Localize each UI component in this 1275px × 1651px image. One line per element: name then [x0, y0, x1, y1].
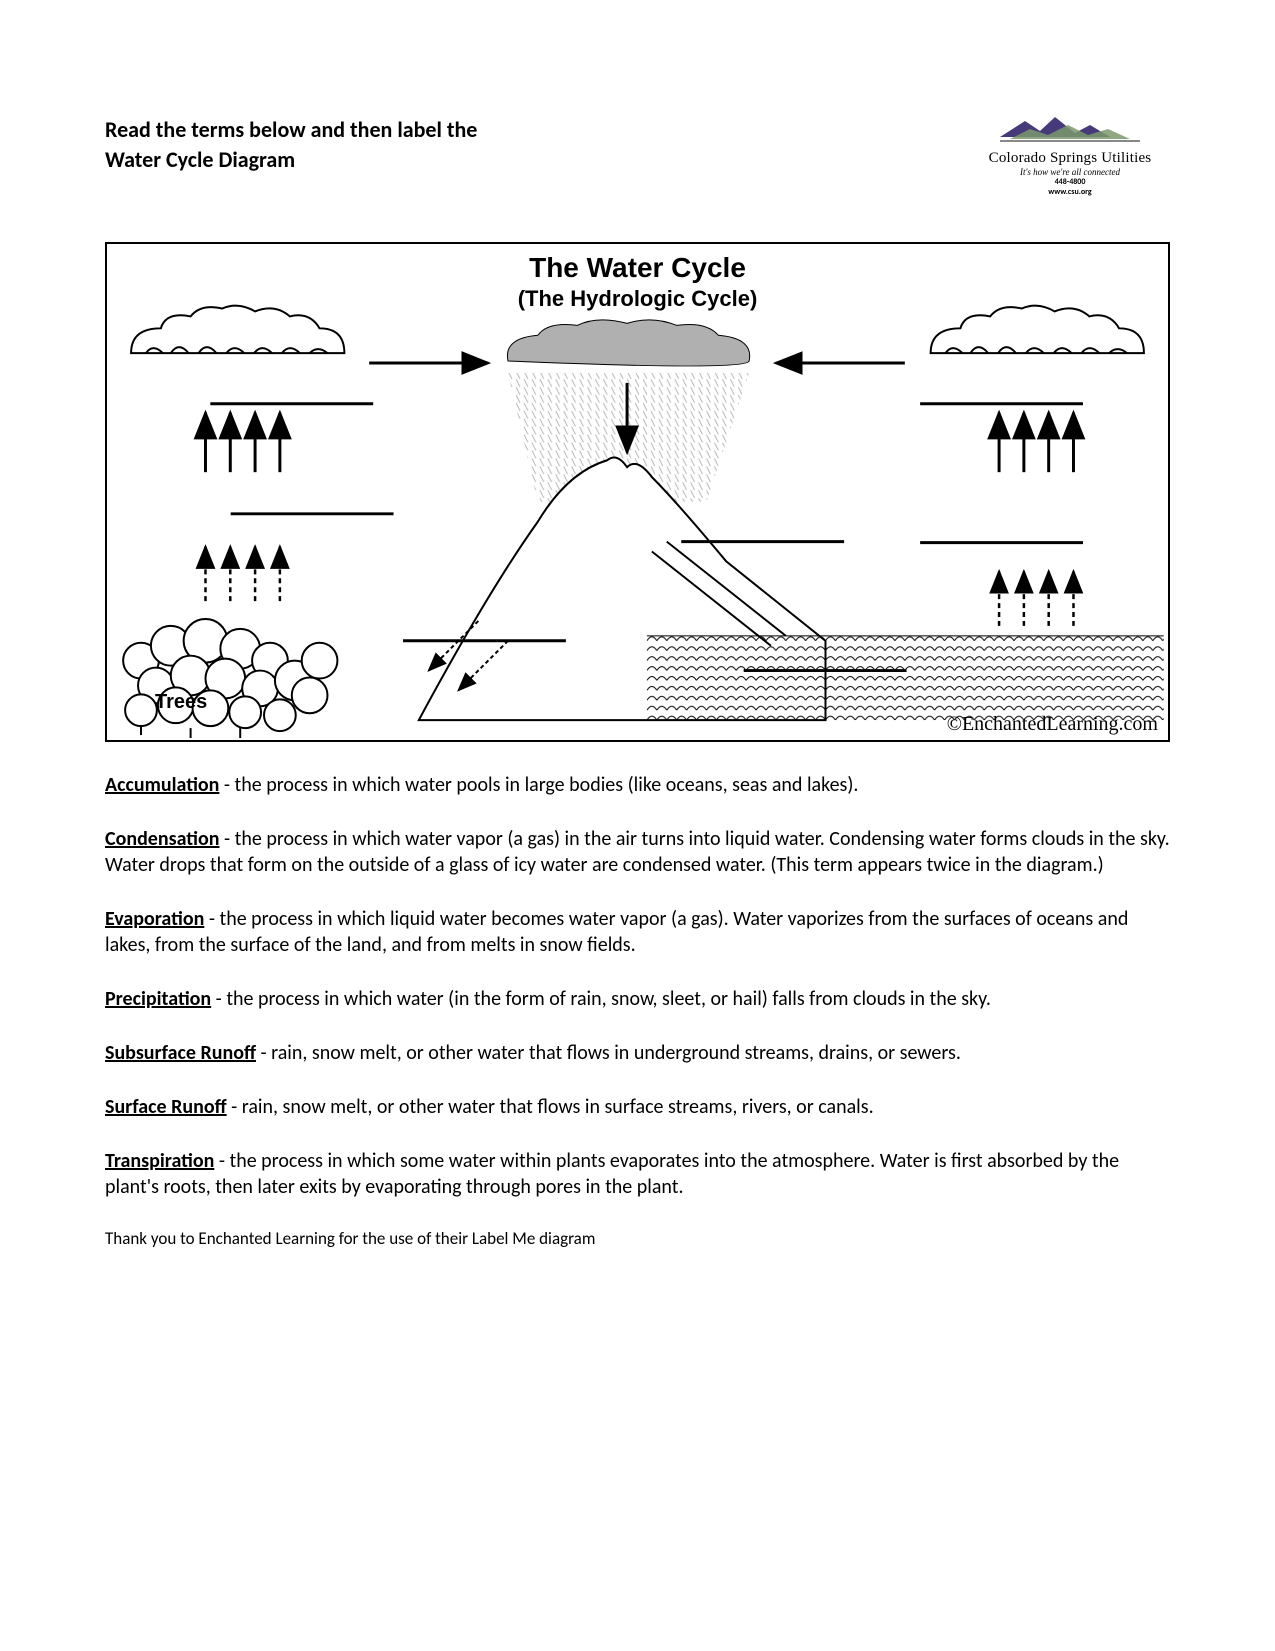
trees-icon [123, 619, 337, 738]
definition-text: - the process in which water pools in la… [219, 773, 858, 797]
definition-item: Surface Runoff - rain, snow melt, or oth… [105, 1094, 1170, 1120]
transpiration-arrows [205, 547, 279, 602]
instructions-line2: Water Cycle Diagram [105, 145, 477, 175]
water-cycle-diagram: The Water Cycle (The Hydrologic Cycle) [105, 242, 1170, 742]
evaporation-arrows-left [205, 413, 279, 473]
definition-item: Subsurface Runoff - rain, snow melt, or … [105, 1040, 1170, 1066]
definition-text: - rain, snow melt, or other water that f… [227, 1095, 874, 1119]
logo-company-name: Colorado Springs Utilities [970, 150, 1170, 167]
utility-logo: Colorado Springs Utilities It's how we'r… [970, 115, 1170, 197]
term: Subsurface Runoff [105, 1041, 256, 1065]
evaporation-arrows-right [999, 413, 1073, 473]
definition-item: Condensation - the process in which wate… [105, 826, 1170, 878]
diagram-svg [107, 244, 1168, 740]
logo-tagline: It's how we're all connected [970, 167, 1170, 177]
definition-text: - the process in which water vapor (a ga… [105, 827, 1170, 877]
ocean-evaporation-arrows [999, 571, 1073, 626]
definition-text: - rain, snow melt, or other water that f… [256, 1041, 961, 1065]
term: Accumulation [105, 773, 219, 797]
term: Condensation [105, 827, 219, 851]
definition-text: - the process in which water (in the for… [211, 987, 991, 1011]
rain-cloud-icon [507, 320, 749, 366]
logo-url: www.csu.org [970, 187, 1170, 197]
term: Precipitation [105, 987, 211, 1011]
diagram-credit: ©EnchantedLearning.com [947, 713, 1158, 736]
term: Surface Runoff [105, 1095, 227, 1119]
term: Transpiration [105, 1149, 214, 1173]
definition-text: - the process in which liquid water beco… [105, 907, 1128, 957]
logo-phone: 448-4800 [970, 177, 1170, 187]
definition-item: Precipitation - the process in which wat… [105, 986, 1170, 1012]
page-header: Read the terms below and then label the … [105, 115, 1170, 197]
trees-label: Trees [155, 691, 207, 714]
instructions: Read the terms below and then label the … [105, 115, 477, 174]
cloud-left-icon [131, 306, 344, 353]
term: Evaporation [105, 907, 204, 931]
ocean-icon [647, 636, 1164, 720]
instructions-line1: Read the terms below and then label the [105, 115, 477, 145]
definitions-list: Accumulation - the process in which wate… [105, 772, 1170, 1200]
definition-item: Evaporation - the process in which liqui… [105, 906, 1170, 958]
definition-item: Transpiration - the process in which som… [105, 1148, 1170, 1200]
mountain-icon [1000, 115, 1140, 143]
thanks-text: Thank you to Enchanted Learning for the … [105, 1228, 1170, 1249]
definition-text: - the process in which some water within… [105, 1149, 1119, 1199]
cloud-right-icon [931, 306, 1144, 353]
definition-item: Accumulation - the process in which wate… [105, 772, 1170, 798]
